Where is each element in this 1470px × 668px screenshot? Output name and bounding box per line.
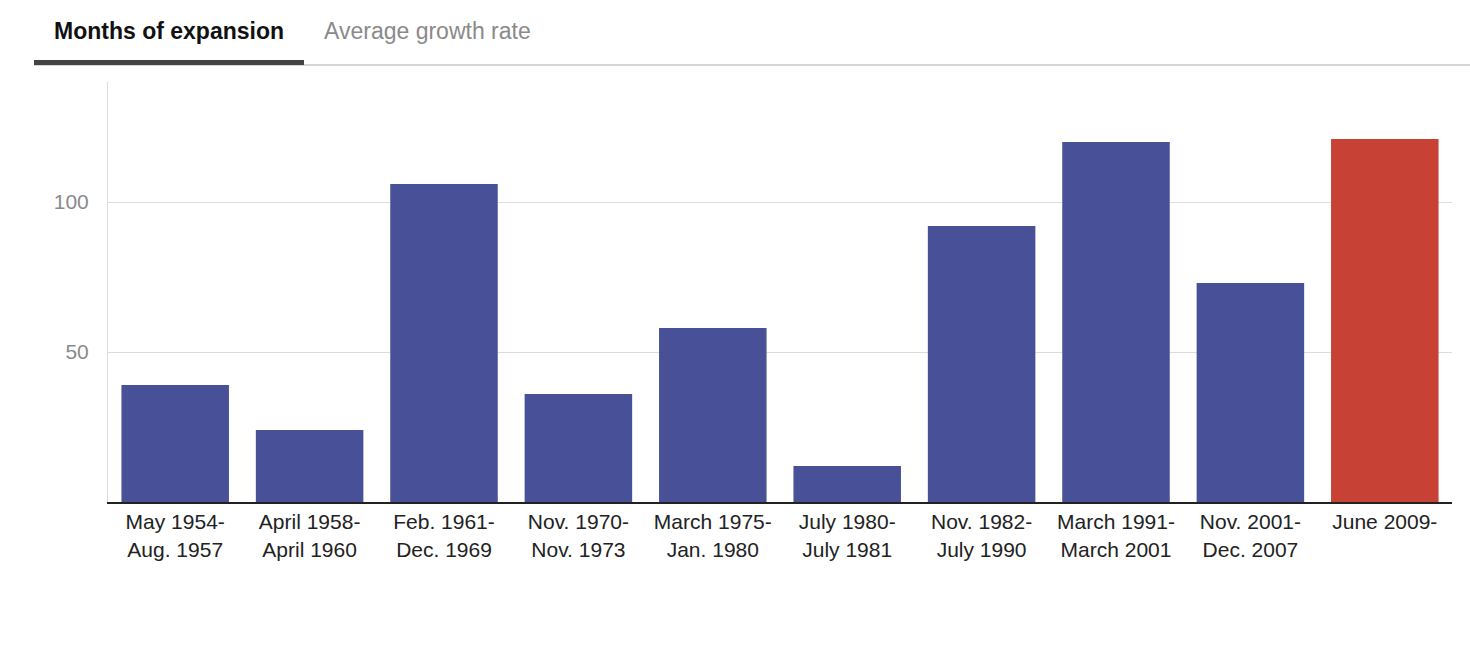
html-text:Average growth rate: Average growth rate — [324, 18, 531, 44]
svg-text:April 1958-April 1960: April 1958-April 1960 — [259, 510, 361, 560]
svg-text:July 1980-July 1981: July 1980-July 1981 — [799, 510, 896, 560]
svg-text:100: 100 — [54, 190, 89, 213]
svg-text:Feb. 1961-Dec. 1969: Feb. 1961-Dec. 1969 — [393, 510, 495, 560]
svg-text:June 2009-: June 2009- — [1332, 510, 1437, 533]
svg-text:March 1991-March 2001: March 1991-March 2001 — [1057, 510, 1175, 560]
svg-text:Nov. 1970-Nov. 1973: Nov. 1970-Nov. 1973 — [528, 510, 629, 560]
svg-text:Nov. 1982-July 1990: Nov. 1982-July 1990 — [931, 510, 1032, 560]
svg-text:50: 50 — [65, 340, 88, 363]
svg-text:Nov. 2001-Dec. 2007: Nov. 2001-Dec. 2007 — [1200, 510, 1301, 560]
svg-text:May 1954-Aug. 1957: May 1954-Aug. 1957 — [126, 510, 225, 560]
svg-text:March 1975-Jan. 1980: March 1975-Jan. 1980 — [654, 510, 772, 560]
html-text:Months of expansion: Months of expansion — [54, 18, 284, 44]
